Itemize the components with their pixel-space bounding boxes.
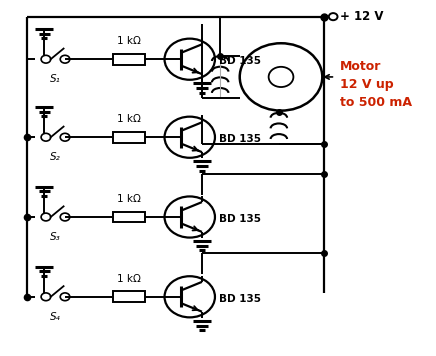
Bar	[112, 54, 145, 64]
Text: 1 kΩ: 1 kΩ	[117, 274, 141, 284]
Text: S₄: S₄	[50, 312, 61, 322]
Text: S₁: S₁	[50, 74, 61, 84]
Bar	[112, 132, 145, 142]
Text: Motor
12 V up
to 500 mA: Motor 12 V up to 500 mA	[340, 59, 412, 109]
Text: BD 135: BD 135	[219, 294, 261, 304]
Bar	[112, 212, 145, 222]
Text: 1 kΩ: 1 kΩ	[117, 36, 141, 46]
Text: + 12 V: + 12 V	[340, 10, 383, 23]
Text: 1 kΩ: 1 kΩ	[117, 114, 141, 125]
Text: S₃: S₃	[50, 232, 61, 242]
Text: S₂: S₂	[50, 152, 61, 162]
Text: BD 135: BD 135	[219, 56, 261, 66]
Text: 1 kΩ: 1 kΩ	[117, 194, 141, 204]
Text: BD 135: BD 135	[219, 214, 261, 224]
Bar	[112, 292, 145, 302]
Text: BD 135: BD 135	[219, 134, 261, 144]
